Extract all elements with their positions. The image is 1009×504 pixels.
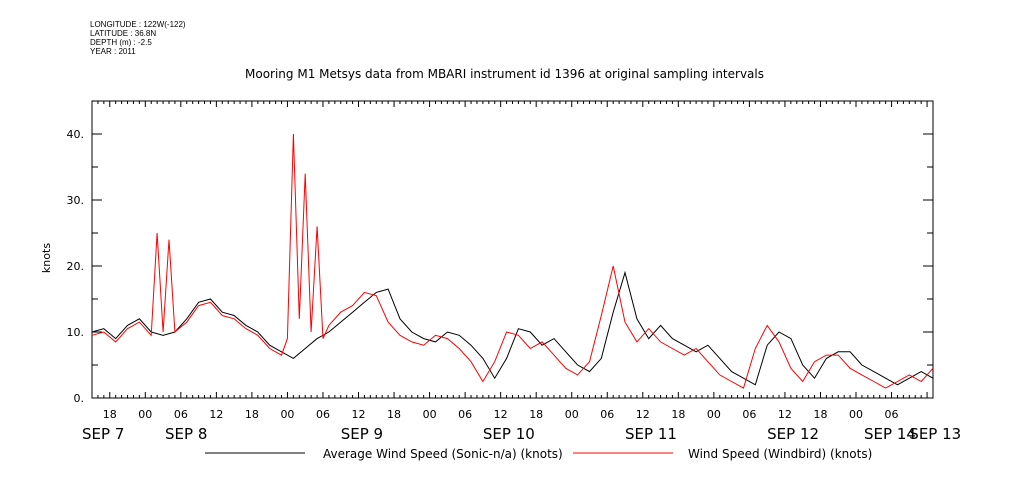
x-day-label: SEP 7	[82, 425, 124, 443]
x-day-label: SEP 8	[165, 425, 207, 443]
plot-frame	[91, 100, 934, 399]
x-tick-label: 18	[671, 408, 685, 421]
x-tick-label: 00	[849, 408, 863, 421]
x-tick-label: 18	[529, 408, 543, 421]
legend-label-windbird: Wind Speed (Windbird) (knots)	[688, 447, 872, 461]
x-tick-label: 12	[494, 408, 508, 421]
y-tick-label: 10.	[67, 326, 85, 339]
series-line-average	[91, 270, 934, 386]
depth-label: DEPTH (m) : -2.5	[90, 38, 152, 47]
longitude-label: LONGITUDE : 122W(-122)	[90, 20, 186, 29]
x-tick-label: 06	[742, 408, 756, 421]
series-line-windbird	[91, 133, 934, 389]
series-layer	[91, 133, 934, 389]
latitude-label: LATITUDE : 36.8N	[90, 29, 157, 38]
y-tick-label: 0.	[74, 392, 85, 405]
x-tick-label: 12	[209, 408, 223, 421]
year-label: YEAR : 2011	[90, 47, 136, 56]
x-tick-label: 06	[458, 408, 472, 421]
axes-group: 0. 10. 20. 30. 40. 18 00 06 12 18 00 06 12 18 00 06 12 18…	[67, 100, 961, 443]
y-tick-label: 20.	[67, 260, 85, 273]
metadata-block: LONGITUDE : 122W(-122) LATITUDE : 36.8N …	[90, 20, 186, 56]
legend: Average Wind Speed (Sonic-n/a) (knots) W…	[205, 447, 872, 461]
x-tick-label: 18	[103, 408, 117, 421]
x-tick-label: 12	[778, 408, 792, 421]
x-tick-label: 00	[280, 408, 294, 421]
y-tick-label: 40.	[67, 128, 85, 141]
legend-label-average: Average Wind Speed (Sonic-n/a) (knots)	[323, 447, 563, 461]
x-day-label: SEP 13	[909, 425, 961, 443]
chart-title: Mooring M1 Metsys data from MBARI instru…	[245, 67, 764, 81]
x-tick-label: 00	[565, 408, 579, 421]
x-day-label: SEP 14	[864, 425, 916, 443]
x-tick-label: 00	[138, 408, 152, 421]
x-tick-label: 06	[885, 408, 899, 421]
x-tick-label: 00	[707, 408, 721, 421]
x-day-label: SEP 10	[483, 425, 535, 443]
x-tick-label: 12	[352, 408, 366, 421]
x-tick-label: 06	[600, 408, 614, 421]
x-tick-label: 06	[316, 408, 330, 421]
x-tick-label: 18	[813, 408, 827, 421]
x-tick-label: 18	[387, 408, 401, 421]
x-day-label: SEP 11	[625, 425, 677, 443]
y-axis-label: knots	[40, 243, 53, 273]
x-day-label: SEP 9	[341, 425, 383, 443]
x-day-label: SEP 12	[767, 425, 819, 443]
y-tick-label: 30.	[67, 194, 85, 207]
x-tick-label: 06	[174, 408, 188, 421]
x-tick-label: 00	[423, 408, 437, 421]
x-tick-label: 12	[636, 408, 650, 421]
x-tick-label: 18	[245, 408, 259, 421]
